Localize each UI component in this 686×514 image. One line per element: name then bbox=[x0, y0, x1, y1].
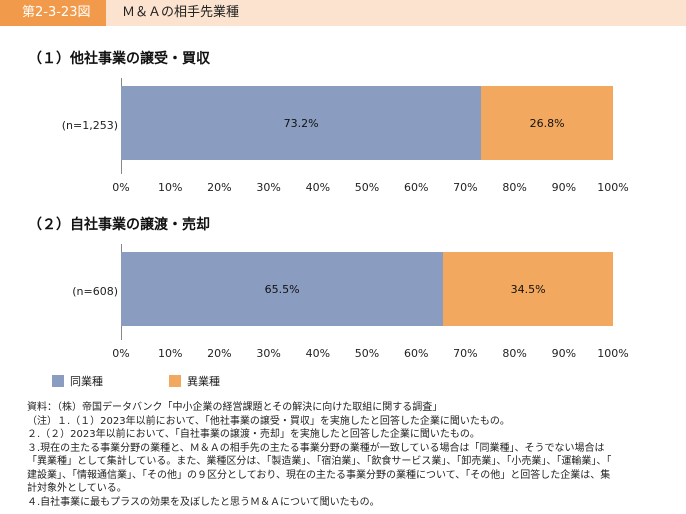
legend-item-different: 異業種 bbox=[169, 373, 220, 389]
x-tick-label: 100% bbox=[597, 347, 629, 360]
x-tick-label: 50% bbox=[354, 347, 380, 360]
legend-label-same: 同業種 bbox=[70, 375, 103, 388]
note-source: 資料：（株）帝国データバンク「中小企業の経営課題とその解決に向けた取組に関する調… bbox=[27, 402, 443, 413]
x-tick-label: 70% bbox=[453, 347, 478, 360]
data-label-different: 34.5% bbox=[510, 282, 546, 296]
x-tick-label: 30% bbox=[256, 347, 281, 360]
data-label-same: 73.2% bbox=[283, 116, 319, 130]
bar-segment-different: 26.8% bbox=[481, 86, 613, 160]
x-tick-label: 30% bbox=[256, 181, 281, 194]
bar-segment-same: 65.5% bbox=[121, 252, 444, 326]
x-tick-label: 40% bbox=[305, 181, 331, 194]
x-tick-label: 20% bbox=[207, 181, 232, 194]
bar-segment-different: 34.5% bbox=[443, 252, 613, 326]
x-tick-label: 60% bbox=[403, 181, 429, 194]
legend-swatch-same bbox=[52, 375, 64, 387]
notes: 資料：（株）帝国データバンク「中小企業の経営課題とその解決に向けた取組に関する調… bbox=[27, 401, 677, 509]
x-tick-label: 20% bbox=[207, 347, 232, 360]
chart-2-title: （２）自社事業の譲渡・売却 bbox=[28, 217, 210, 233]
x-tick-label: 80% bbox=[502, 347, 527, 360]
chart-2-bar: 65.5% 34.5% bbox=[121, 252, 613, 326]
x-tick-label: 10% bbox=[157, 347, 183, 360]
x-tick-label: 90% bbox=[551, 347, 577, 360]
chart-1-title: （１）他社事業の譲受・買収 bbox=[28, 51, 210, 67]
figure-title: Ｍ＆Ａの相手先業種 bbox=[106, 0, 686, 26]
data-label-same: 65.5% bbox=[264, 282, 300, 296]
legend: 同業種 異業種 bbox=[52, 373, 260, 389]
chart-1-x-axis: 0% 10% 20% 30% 40% 50% 60% 70% 80% 90% 100% bbox=[112, 181, 628, 195]
x-tick-label: 90% bbox=[551, 181, 577, 194]
x-tick-label: 0% bbox=[112, 347, 130, 360]
legend-label-different: 異業種 bbox=[187, 375, 220, 388]
note-3-cont-b: 建設業」、「情報通信業」、「その他」の９区分としており、現在の主たる事業分野の業… bbox=[27, 469, 611, 481]
note-3-cont-c: 計対象外としている。 bbox=[27, 483, 127, 494]
note-2: ２.（２）2023年以前において、「自社事業の譲渡・売却」を実施したと回答した企… bbox=[27, 429, 480, 440]
note-3: ３.現在の主たる事業分野の業種と、Ｍ＆Ａの相手先の主たる事業分野の業種が一致して… bbox=[27, 442, 605, 454]
x-tick-label: 60% bbox=[403, 347, 429, 360]
x-tick-label: 70% bbox=[453, 181, 478, 194]
chart-1-bar: 73.2% 26.8% bbox=[121, 86, 613, 160]
figure-number: 第2-3-23図 bbox=[0, 0, 106, 26]
chart-1-category-label: (n=1,253) bbox=[61, 119, 118, 132]
chart-2-category-label: (n=608) bbox=[72, 285, 118, 298]
x-tick-label: 80% bbox=[502, 181, 527, 194]
note-4: ４.自社事業に最もプラスの効果を及ぼしたと思うＭ＆Ａについて聞いたもの。 bbox=[27, 496, 380, 508]
figure-header: 第2-3-23図 Ｍ＆Ａの相手先業種 bbox=[0, 0, 686, 26]
x-tick-label: 0% bbox=[112, 181, 130, 194]
note-3-cont-a: 「異業種」として集計している。また、業種区分は、「製造業」、「宿泊業」、「飲食サ… bbox=[27, 456, 612, 467]
legend-item-same: 同業種 bbox=[52, 373, 103, 389]
x-tick-label: 50% bbox=[354, 181, 380, 194]
note-1: （注）１.（１）2023年以前において、「他社事業の譲受・買収」を実施したと回答… bbox=[27, 415, 510, 427]
legend-swatch-different bbox=[169, 375, 181, 387]
chart-2-x-axis: 0% 10% 20% 30% 40% 50% 60% 70% 80% 90% 100% bbox=[112, 347, 628, 361]
x-tick-label: 40% bbox=[305, 347, 331, 360]
x-tick-label: 100% bbox=[597, 181, 629, 194]
data-label-different: 26.8% bbox=[529, 116, 565, 130]
x-tick-label: 10% bbox=[157, 181, 183, 194]
bar-segment-same: 73.2% bbox=[121, 86, 482, 160]
